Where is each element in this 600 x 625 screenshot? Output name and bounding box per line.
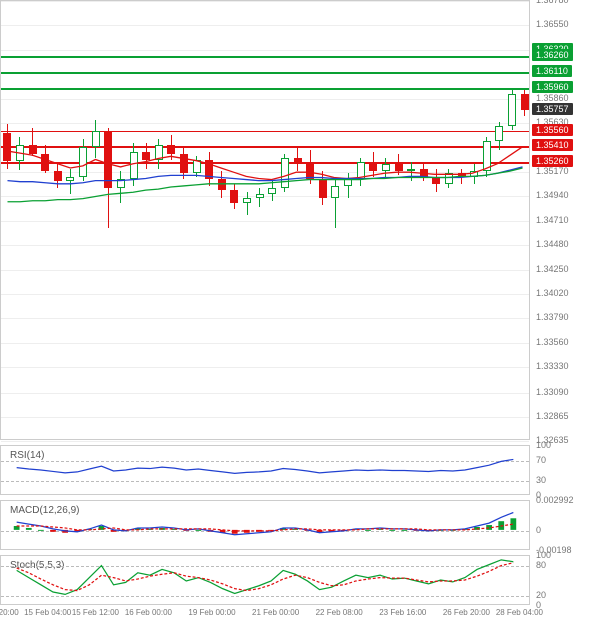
macd-line xyxy=(17,512,514,534)
ind-ytick: 30 xyxy=(536,475,546,485)
price-badge: 1.35757 xyxy=(532,103,573,115)
price-badge: 1.35560 xyxy=(532,124,573,136)
time-xtick: 28 Feb 04:00 xyxy=(496,608,543,617)
price-ytick: 1.35170 xyxy=(536,166,569,176)
time-xtick: b 20:00 xyxy=(0,608,19,617)
rsi-line xyxy=(17,459,514,473)
ind-ytick: 0.002992 xyxy=(536,495,574,505)
ind-ytick: 100 xyxy=(536,440,551,450)
macd-hist-bar xyxy=(26,528,32,530)
price-badge: 1.36260 xyxy=(532,49,573,61)
price-ytick: 1.34020 xyxy=(536,288,569,298)
time-xtick: 22 Feb 08:00 xyxy=(316,608,363,617)
ma-slow xyxy=(7,168,522,202)
price-ytick: 1.36780 xyxy=(536,0,569,5)
rsi-panel[interactable]: RSI(14) xyxy=(0,445,530,495)
price-ytick: 1.34250 xyxy=(536,264,569,274)
ind-ytick: 80 xyxy=(536,560,546,570)
price-badge: 1.35260 xyxy=(532,155,573,167)
macd-signal xyxy=(17,524,514,531)
ma-mid xyxy=(7,167,522,184)
chart-container: R3R2R1S1S2S3 1.367801.365501.363201.3611… xyxy=(0,0,600,625)
stoch-panel[interactable]: Stoch(5,5,3) xyxy=(0,555,530,605)
time-xtick: 15 Feb 12:00 xyxy=(72,608,119,617)
macd-hist-bar xyxy=(401,530,407,531)
price-panel[interactable]: R3R2R1S1S2S3 xyxy=(0,0,530,440)
time-xtick: 23 Feb 16:00 xyxy=(379,608,426,617)
macd-hist-bar xyxy=(195,530,201,531)
price-ytick: 1.33560 xyxy=(536,337,569,347)
stoch-yaxis: 10080200 xyxy=(532,555,600,605)
macd-panel[interactable]: MACD(12,26,9) xyxy=(0,500,530,550)
price-ytick: 1.33330 xyxy=(536,361,569,371)
price-ytick: 1.35860 xyxy=(536,93,569,103)
macd-hist-bar xyxy=(365,530,371,531)
time-xaxis: b 20:00 15 Feb 04:0015 Feb 12:00 16 Feb 00… xyxy=(0,608,530,624)
price-ytick: 1.33790 xyxy=(536,312,569,322)
price-yaxis: 1.367801.365501.363201.361101.358601.356… xyxy=(532,0,600,440)
ind-ytick: 100 xyxy=(536,550,551,560)
ind-ytick: 70 xyxy=(536,455,546,465)
time-xtick: 26 Feb 20:00 xyxy=(443,608,490,617)
time-xtick: 16 Feb 00:00 xyxy=(125,608,172,617)
ind-ytick: 0 xyxy=(536,525,541,535)
ma-fast xyxy=(7,147,522,180)
macd-hist-bar xyxy=(389,530,395,531)
price-badge: 1.35960 xyxy=(532,81,573,93)
price-badge: 1.35410 xyxy=(532,139,573,151)
price-badge: 1.36110 xyxy=(532,65,572,77)
time-xtick: 21 Feb 00:00 xyxy=(252,608,299,617)
price-ytick: 1.33090 xyxy=(536,387,569,397)
macd-hist-bar xyxy=(50,530,56,532)
price-ytick: 1.36550 xyxy=(536,19,569,29)
rsi-yaxis: 10070300 xyxy=(532,445,600,495)
time-xtick: 15 Feb 04:00 xyxy=(24,608,71,617)
price-ytick: 1.34940 xyxy=(536,190,569,200)
price-ytick: 1.32865 xyxy=(536,411,569,421)
price-ytick: 1.34710 xyxy=(536,215,569,225)
stoch-k xyxy=(17,560,514,595)
macd-hist-bar xyxy=(38,530,44,531)
time-xtick: 19 Feb 00:00 xyxy=(188,608,235,617)
macd-yaxis: 0.0029920-0.00198 xyxy=(532,500,600,550)
price-ytick: 1.34480 xyxy=(536,239,569,249)
ind-ytick: 20 xyxy=(536,590,546,600)
